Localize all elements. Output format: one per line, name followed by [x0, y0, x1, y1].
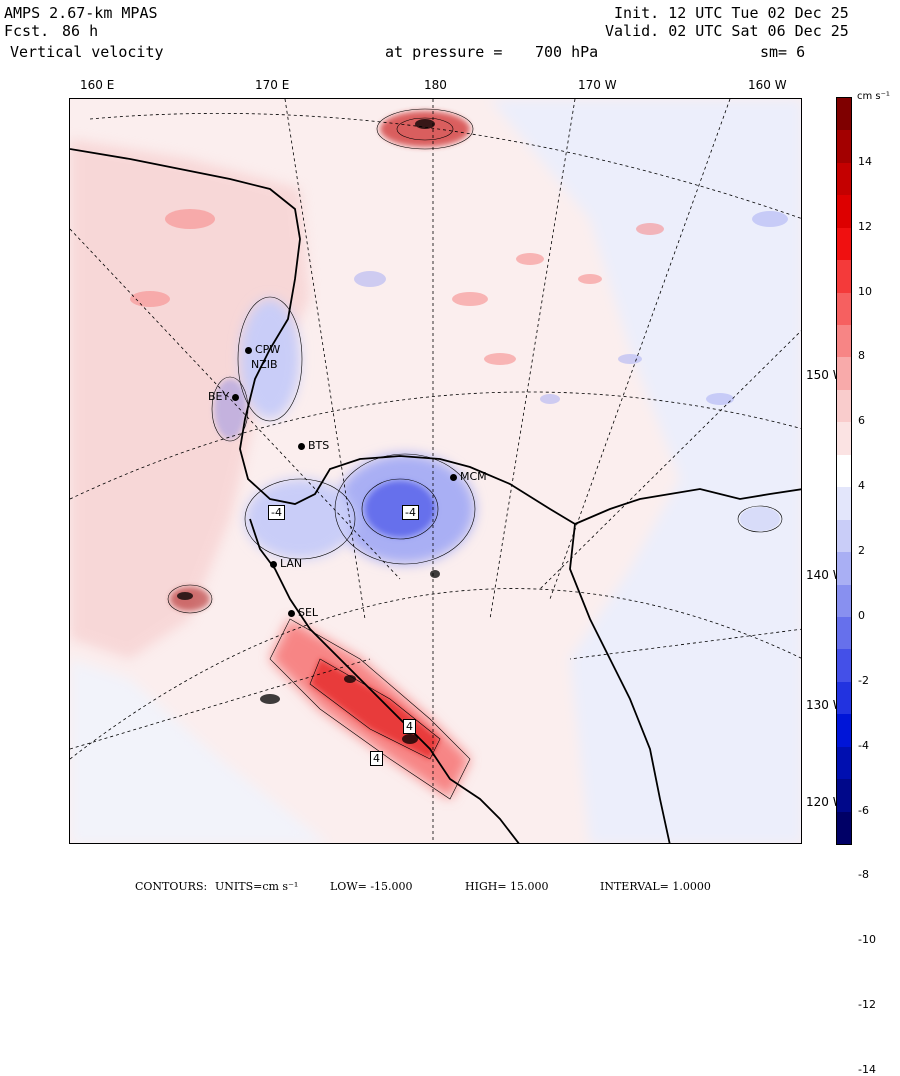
station-dot	[298, 442, 305, 450]
colorbar-segment	[837, 616, 851, 650]
colorbar-tick-label: 0	[858, 608, 865, 622]
colorbar-segment	[837, 779, 851, 813]
station-dot	[232, 393, 240, 401]
contour-label: 4	[370, 751, 383, 766]
model-title: AMPS 2.67-km MPAS	[4, 4, 158, 22]
colorbar-segment	[837, 681, 851, 715]
colorbar-tick-label: 10	[858, 284, 872, 298]
smoothing-label: sm= 6	[760, 43, 806, 61]
colorbar-segment	[837, 292, 851, 326]
station-dot	[245, 346, 252, 354]
plateau-pale-region	[70, 659, 328, 843]
colorbar-tick-label: 2	[858, 544, 865, 558]
scattered-cells	[130, 209, 788, 531]
colorbar-tick-label: -12	[858, 998, 876, 1012]
western-positive-band	[70, 139, 310, 659]
lon-label-170e: 170 E	[255, 78, 290, 92]
colorbar-segment	[837, 130, 851, 164]
colorbar-tick-label: 12	[858, 219, 872, 233]
footer-low: LOW= -15.000	[330, 880, 413, 893]
coastline	[70, 148, 801, 843]
intense-cells	[177, 119, 440, 744]
map-canvas	[70, 99, 801, 843]
station-dot	[450, 473, 457, 481]
colorbar-segment	[837, 162, 851, 196]
colorbar-tick-label: -14	[858, 1063, 876, 1076]
pressure-value: 700 hPa	[535, 43, 599, 61]
lat-label-130w-ext: 130 W	[806, 698, 845, 712]
station-nzib: NZIB	[251, 358, 278, 371]
station-sel: SEL	[288, 606, 318, 619]
colorbar-units: cm s⁻¹	[857, 91, 890, 102]
station-mcm: MCM	[450, 470, 487, 483]
lat-label-140w-ext: 140 W	[806, 568, 845, 582]
lon-label-180: 180	[424, 78, 447, 92]
colorbar-segment	[837, 357, 851, 391]
valid-time: Valid. 02 UTC Sat 06 Dec 25	[605, 22, 849, 40]
colorbar-tick-label: 8	[858, 349, 865, 363]
contour-label: 4	[403, 719, 416, 734]
colorbar-segment	[837, 195, 851, 229]
contour-label: -4	[402, 505, 419, 520]
colorbar-segment	[837, 227, 851, 261]
colorbar-segment	[837, 487, 851, 521]
station-cpw: CPW	[245, 343, 280, 356]
colorbar-segment	[837, 552, 851, 585]
ross-downdraft-core	[365, 481, 435, 537]
station-bts: BTS	[298, 439, 329, 452]
contour-lines	[167, 108, 783, 800]
colorbar-segment	[837, 260, 851, 294]
contour-label: -4	[268, 505, 285, 520]
colorbar-tick-label: -10	[858, 933, 876, 947]
footer-high: HIGH= 15.000	[465, 880, 549, 893]
station-dot	[288, 609, 295, 617]
init-time: Init. 12 UTC Tue 02 Dec 25	[614, 4, 849, 22]
colorbar-tick-label: 14	[858, 154, 872, 168]
graticule	[70, 99, 801, 843]
pressure-label: at pressure =	[385, 43, 503, 61]
station-lan: LAN	[270, 557, 302, 570]
colorbar-segment	[837, 519, 851, 553]
colorbar-segment	[837, 811, 851, 845]
colorbar-segment	[837, 389, 851, 423]
footer-interval: INTERVAL= 1.0000	[600, 880, 711, 893]
field-name: Vertical velocity	[10, 43, 164, 61]
colorbar-tick-label: -4	[858, 738, 869, 752]
lon-label-170w: 170 W	[578, 78, 617, 92]
weak-negative-region-east	[490, 99, 801, 843]
colorbar-segment	[837, 325, 851, 358]
colorbar-segment	[837, 98, 851, 131]
station-dot	[270, 560, 277, 568]
vertical-velocity-map: CPW NZIB BEY BTS LAN SEL MCM -4 -4 4 4 1…	[69, 98, 802, 844]
colorbar-tick-label: -2	[858, 673, 869, 687]
colorbar-tick-label: -8	[858, 868, 869, 882]
colorbar-segment	[837, 714, 851, 748]
lat-label-150w-ext: 150 W	[806, 368, 845, 382]
colorbar-segment	[837, 422, 851, 456]
colorbar-segment	[837, 746, 851, 780]
colorbar-segment	[837, 454, 851, 488]
lon-label-160e: 160 E	[80, 78, 115, 92]
forecast-value: 86 h	[62, 22, 99, 40]
footer-contours: CONTOURS:	[135, 880, 208, 893]
colorbar-tick-label: -6	[858, 803, 869, 817]
lat-label-120w-ext: 120 W	[806, 795, 845, 809]
lon-label-160w: 160 W	[748, 78, 787, 92]
mountain-updraft-core	[310, 659, 440, 759]
colorbar-segment	[837, 649, 851, 683]
station-bey: BEY	[208, 390, 242, 403]
colorbar	[836, 97, 852, 845]
footer-units: UNITS=cm s⁻¹	[215, 880, 299, 893]
colorbar-segment	[837, 584, 851, 618]
coast-downdraft	[240, 299, 300, 419]
colorbar-tick-label: 6	[858, 414, 865, 428]
western-downdraft-cell	[214, 379, 246, 439]
colorbar-tick-label: 4	[858, 479, 865, 493]
forecast-label: Fcst.	[4, 22, 50, 40]
